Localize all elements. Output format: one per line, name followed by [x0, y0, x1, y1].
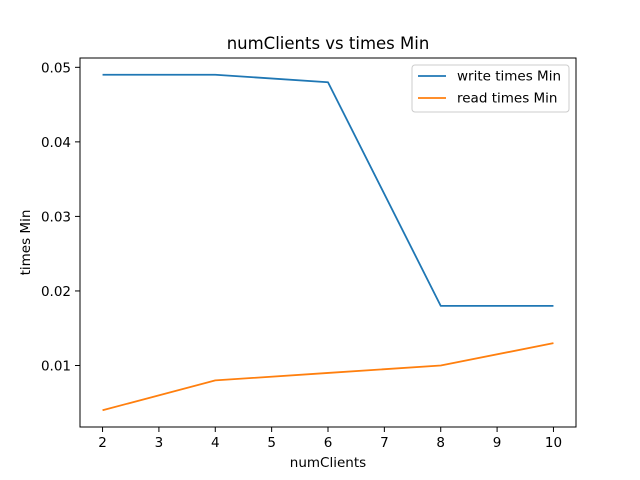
x-tick-label: 10	[545, 435, 562, 451]
y-tick-label: 0.05	[41, 60, 71, 76]
x-tick-label: 7	[380, 435, 389, 451]
chart-title: numClients vs times Min	[227, 34, 430, 53]
x-tick-label: 6	[324, 435, 333, 451]
y-tick-label: 0.01	[41, 359, 71, 375]
x-tick-label: 5	[267, 435, 276, 451]
series-layer	[102, 73, 554, 412]
y-axis-label: times Min	[18, 210, 34, 276]
x-tick-label: 3	[155, 435, 164, 451]
y-axis-ticks: 0.01 0.02 0.03 0.04 0.05	[41, 60, 80, 375]
y-tick-label: 0.02	[41, 284, 71, 300]
y-tick-label: 0.04	[41, 135, 71, 151]
series-line-read-times-min	[102, 342, 554, 412]
x-tick-label: 4	[211, 435, 220, 451]
legend: write times Min read times Min	[411, 64, 570, 113]
legend-label-read: read times Min	[457, 91, 557, 107]
y-tick-label: 0.03	[41, 209, 71, 225]
series-line-write-times-min	[102, 73, 554, 307]
x-tick-label: 8	[436, 435, 445, 451]
legend-box	[411, 64, 570, 113]
legend-label-write: write times Min	[457, 69, 561, 85]
x-axis-ticks: 2 3 4 5 6 7 8 9 10	[98, 427, 562, 451]
x-tick-label: 9	[493, 435, 502, 451]
x-tick-label: 2	[98, 435, 107, 451]
plot-area	[80, 58, 576, 427]
x-axis-label: numClients	[290, 455, 366, 471]
